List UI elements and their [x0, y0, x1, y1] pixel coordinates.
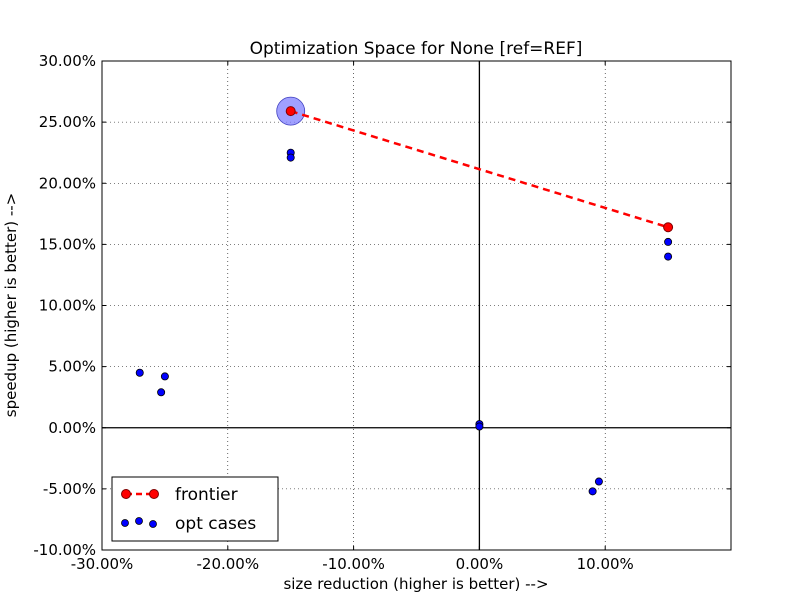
opt-case-point [157, 388, 166, 397]
legend-opt-marker [149, 520, 157, 528]
opt-case-point [160, 372, 169, 381]
opt-case-point [664, 252, 673, 261]
y-tick-label: 5.00% [48, 358, 96, 376]
x-tick-label: 10.00% [577, 555, 634, 573]
x-tick-label: -10.00% [322, 555, 385, 573]
opt-case-point [594, 477, 603, 486]
legend-opt-marker [121, 519, 129, 527]
y-tick-label: -10.00% [33, 541, 96, 559]
legend-opt-marker [135, 517, 143, 525]
legend-frontier-label: frontier [175, 485, 238, 505]
legend-frontier-marker [149, 489, 159, 499]
axes-zero-lines [102, 61, 731, 550]
y-tick-label: 10.00% [39, 297, 96, 315]
y-tick-label: 25.00% [39, 113, 96, 131]
x-tick-label: 0.00% [456, 555, 504, 573]
frontier-point [285, 106, 296, 117]
legend-opt-label: opt cases [175, 514, 256, 534]
y-tick-label: 15.00% [39, 235, 96, 253]
legend-frontier-marker [121, 489, 131, 499]
y-tick-label: -5.00% [43, 480, 96, 498]
opt-case-point [664, 237, 673, 246]
opt-cases-series [135, 106, 674, 496]
x-axis-ticks: -30.00% -20.00% -10.00% 0.00% 10.00% [71, 61, 634, 573]
opt-case-point [588, 487, 597, 496]
frontier-point [663, 222, 674, 233]
frontier-line [290, 109, 669, 229]
x-tick-label: -30.00% [71, 555, 134, 573]
legend: frontier opt cases [111, 476, 279, 542]
opt-case-point [475, 422, 484, 431]
y-axis-ticks: -10.00% -5.00% 0.00% 5.00% 10.00% 15.00% 20.00… [33, 52, 731, 559]
frontier-series [276, 96, 669, 229]
y-axis-label: speedup (higher is better) --> [2, 193, 20, 418]
y-tick-label: 30.00% [39, 52, 96, 70]
x-tick-label: -20.00% [196, 555, 259, 573]
chart-title: Optimization Space for None [ref=REF] [250, 39, 583, 59]
y-tick-label: 0.00% [48, 419, 96, 437]
opt-case-point [135, 368, 144, 377]
y-tick-label: 20.00% [39, 174, 96, 192]
x-axis-label: size reduction (higher is better) --> [283, 575, 548, 593]
legend-box [111, 476, 279, 542]
opt-case-point [286, 153, 295, 162]
